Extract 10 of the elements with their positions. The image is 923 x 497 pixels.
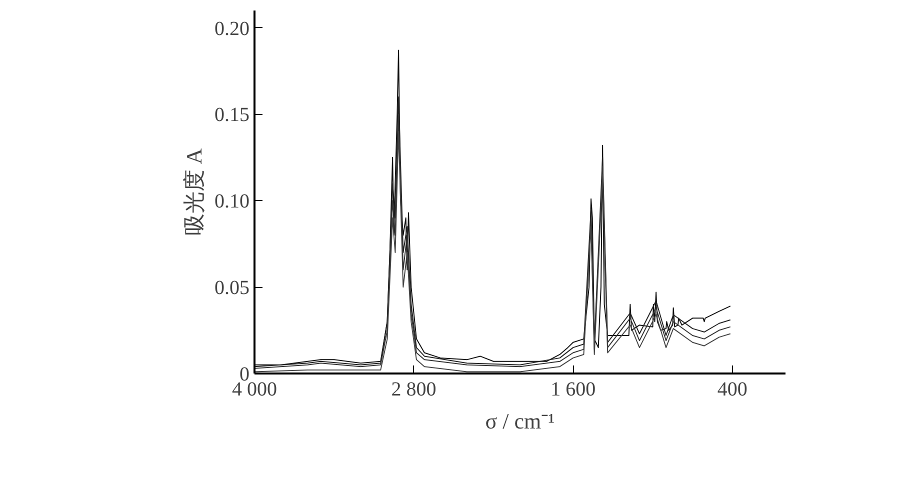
x-tick-label: 2 800 bbox=[391, 378, 436, 400]
y-tick-label: 0.05 bbox=[214, 277, 250, 300]
y-tick-label: 0.15 bbox=[214, 104, 250, 126]
x-tick-label: 400 bbox=[717, 378, 748, 400]
y-tick-label: 0.20 bbox=[214, 18, 250, 40]
y-axis-title: 吸光度 A bbox=[182, 148, 206, 236]
x-axis-title: σ / cm⁻¹ bbox=[485, 408, 555, 434]
x-tick-label: 1 600 bbox=[550, 378, 596, 400]
y-tick-label: 0.10 bbox=[214, 190, 250, 213]
y-tick-label: 0 bbox=[240, 364, 250, 386]
